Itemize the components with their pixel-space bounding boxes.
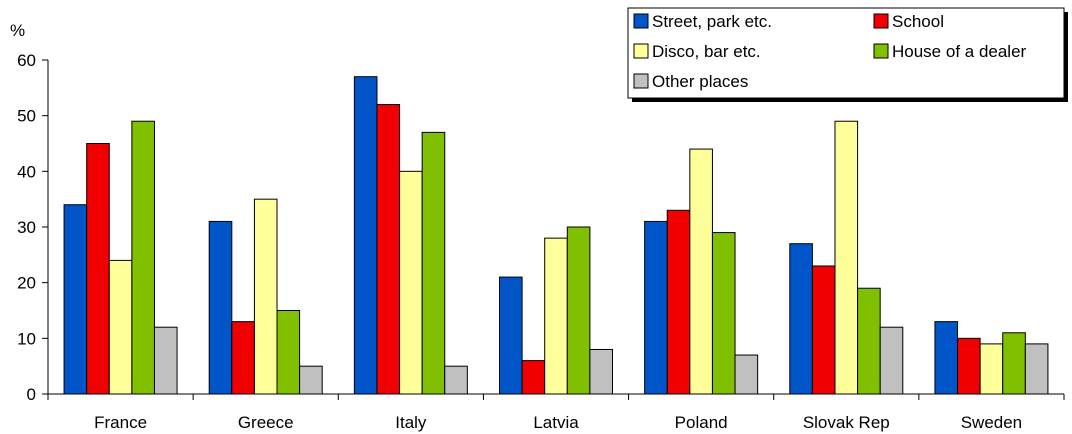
y-tick-label: 0 (27, 385, 36, 404)
bar (1024, 343, 1049, 395)
bar (231, 321, 255, 395)
bar (857, 287, 881, 395)
legend-label: Street, park etc. (652, 12, 772, 31)
y-tick-label: 40 (17, 162, 36, 181)
legend-label: Disco, bar etc. (652, 42, 761, 61)
bar (376, 104, 401, 395)
bar (63, 204, 88, 395)
bar (811, 265, 836, 395)
legend-box (627, 7, 1065, 99)
bar (711, 232, 736, 395)
bar (276, 310, 301, 395)
bar (208, 220, 233, 395)
y-axis-label: % (10, 21, 25, 40)
y-tick-label: 10 (17, 329, 36, 348)
legend-swatch (873, 43, 889, 59)
y-tick-label: 60 (17, 51, 36, 70)
bar (789, 243, 813, 395)
bar (521, 360, 546, 395)
bar (499, 276, 523, 395)
y-tick-label: 50 (17, 107, 36, 126)
bar (444, 365, 468, 395)
legend-label: School (892, 12, 944, 31)
bar (979, 343, 1004, 395)
bar (544, 237, 568, 395)
x-tick-label: Slovak Rep (803, 413, 890, 432)
bar (108, 259, 133, 395)
y-tick-label: 20 (17, 274, 36, 293)
x-tick-label: Greece (238, 413, 294, 432)
bar (253, 198, 278, 395)
bar (666, 209, 691, 395)
bar (957, 337, 981, 395)
x-tick-label: Italy (395, 413, 427, 432)
x-tick-label: Poland (675, 413, 728, 432)
x-tick-label: Latvia (533, 413, 579, 432)
bar (879, 326, 904, 395)
x-tick-label: France (94, 413, 147, 432)
x-tick-label: Sweden (961, 413, 1022, 432)
legend-swatch (633, 13, 649, 29)
bar (421, 131, 446, 395)
y-axis: 0 10 20 30 40 50 60 (17, 51, 49, 404)
bar (589, 348, 614, 395)
legend-swatch (633, 43, 649, 59)
x-axis: France Greece Italy Latvia Poland Slovak Rep S… (47, 393, 1065, 432)
legend: Street, park etc. School Disco, bar etc. Ho… (627, 7, 1068, 102)
bar (299, 365, 323, 395)
y-tick-label: 30 (17, 218, 36, 237)
bar (153, 326, 178, 395)
bars (63, 76, 1049, 395)
bar (644, 220, 668, 395)
bar (834, 120, 859, 395)
bar (689, 148, 713, 395)
bar (1002, 332, 1026, 395)
bar (86, 143, 110, 395)
bar (734, 354, 759, 395)
bar (566, 226, 591, 395)
legend-swatch (873, 13, 889, 29)
legend-label: Other places (652, 72, 748, 91)
bar (934, 321, 959, 395)
bar (353, 76, 378, 395)
legend-label: House of a dealer (892, 42, 1027, 61)
bar (131, 120, 155, 395)
bar (399, 170, 423, 395)
legend-swatch (633, 73, 649, 89)
